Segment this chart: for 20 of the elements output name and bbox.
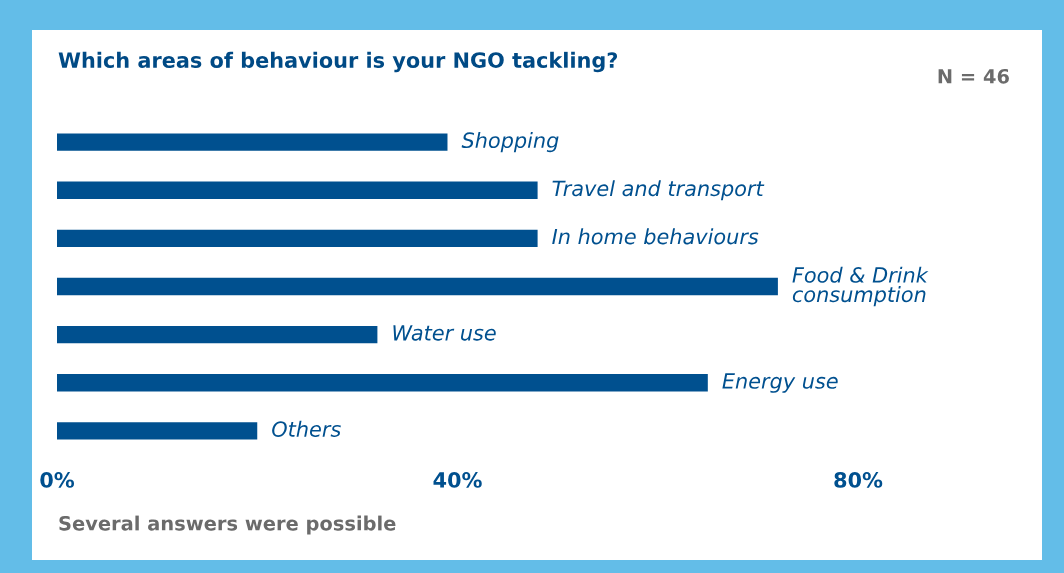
x-tick-label: 0% [40, 472, 75, 488]
text: Several answers were possible [59, 515, 396, 535]
y-tick-label: Travel and transport [552, 180, 765, 201]
y-tick-label: Others [272, 420, 341, 437]
y-tick-label: Food & Drink consumption [792, 266, 929, 307]
x-tick-label: 40% [433, 472, 482, 488]
text: N = 46 [938, 68, 1009, 84]
x-tick-label: 80% [834, 472, 883, 488]
bar [57, 422, 258, 440]
bar [57, 181, 538, 199]
bar [57, 374, 708, 392]
bar [57, 229, 538, 248]
y-tick-label: In home behaviours [552, 228, 759, 245]
bar [57, 325, 378, 344]
y-tick-label: Energy use [722, 373, 838, 393]
y-tick-label: Water use [393, 325, 496, 341]
bar [57, 277, 778, 296]
y-tick-label: Shopping [461, 131, 559, 153]
bar [57, 133, 448, 151]
chart-title: Which areas of behaviour is your NGO tackling? [58, 51, 618, 73]
